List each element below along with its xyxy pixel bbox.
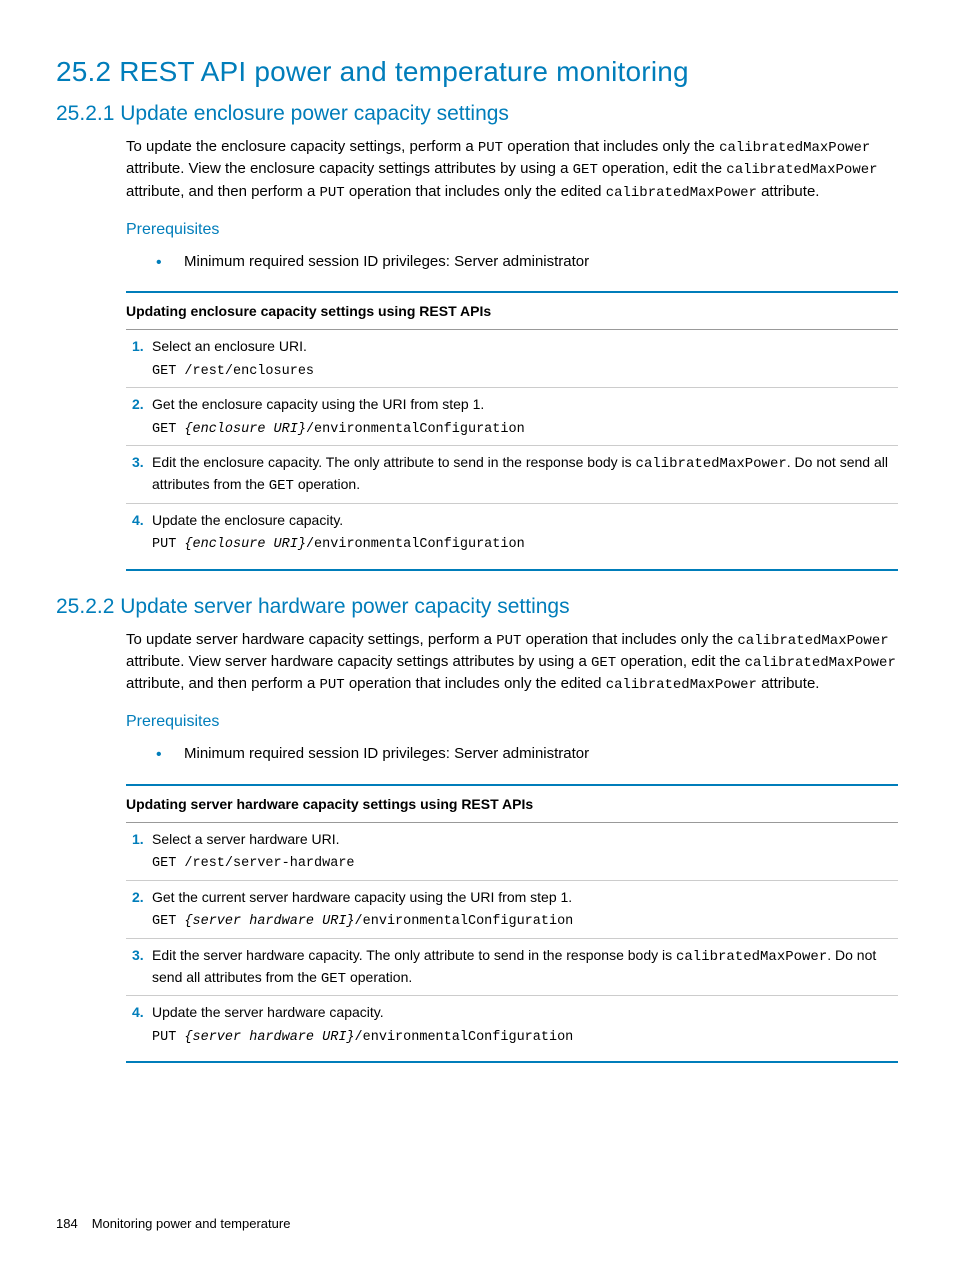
text-run: operation. <box>294 476 360 492</box>
code-inline: calibratedMaxPower <box>719 140 870 156</box>
step-text: Get the current server hardware capacity… <box>152 887 898 907</box>
section-heading: 25.2 REST API power and temperature moni… <box>56 56 898 88</box>
code-inline: calibratedMaxPower <box>726 162 877 178</box>
intro-paragraph: To update the enclosure capacity setting… <box>56 136 898 203</box>
code-line: GET {server hardware URI}/environmentalC… <box>152 912 898 932</box>
text-run: Edit the enclosure capacity. The only at… <box>152 454 636 470</box>
text-run: attribute. View server hardware capacity… <box>126 653 591 670</box>
code-variable: {enclosure URI} <box>184 422 306 437</box>
code-line: GET {enclosure URI}/environmentalConfigu… <box>152 420 898 440</box>
code-inline: PUT <box>319 677 344 693</box>
step-item: Select a server hardware URI. GET /rest/… <box>126 823 898 881</box>
text-run: attribute, and then perform a <box>126 675 319 692</box>
text-run: operation that includes only the edited <box>345 675 606 692</box>
step-text: Edit the server hardware capacity. The o… <box>152 945 898 990</box>
step-item: Select an enclosure URI. GET /rest/enclo… <box>126 330 898 388</box>
text-run: operation that includes only the <box>503 138 719 155</box>
prerequisites-heading: Prerequisites <box>56 713 898 731</box>
code-variable: {server hardware URI} <box>184 1030 354 1045</box>
step-item: Edit the server hardware capacity. The o… <box>126 939 898 997</box>
prerequisites-heading: Prerequisites <box>56 221 898 239</box>
code-variable: {enclosure URI} <box>184 537 306 552</box>
code-line: PUT {enclosure URI}/environmentalConfigu… <box>152 535 898 555</box>
code-inline: GET <box>591 655 616 671</box>
code-inline: calibratedMaxPower <box>606 185 757 201</box>
footer-label: Monitoring power and temperature <box>92 1216 291 1231</box>
procedure-steps: Select an enclosure URI. GET /rest/enclo… <box>126 329 898 554</box>
code-run: /environmentalConfiguration <box>306 537 525 552</box>
text-run: To update server hardware capacity setti… <box>126 631 496 648</box>
step-text: Edit the enclosure capacity. The only at… <box>152 452 898 497</box>
code-inline: GET <box>573 162 598 178</box>
text-run: operation that includes only the <box>521 631 737 648</box>
procedure-box: Updating server hardware capacity settin… <box>126 784 898 1063</box>
code-run: PUT <box>152 1030 184 1045</box>
step-text: Update the server hardware capacity. <box>152 1002 898 1022</box>
code-variable: {server hardware URI} <box>184 914 354 929</box>
text-run: Edit the server hardware capacity. The o… <box>152 947 676 963</box>
step-item: Update the enclosure capacity. PUT {encl… <box>126 504 898 555</box>
step-text: Select an enclosure URI. <box>152 336 898 356</box>
text-run: operation, edit the <box>598 160 726 177</box>
text-run: To update the enclosure capacity setting… <box>126 138 478 155</box>
code-inline: PUT <box>496 633 521 649</box>
code-inline: calibratedMaxPower <box>606 677 757 693</box>
code-inline: PUT <box>478 140 503 156</box>
step-item: Edit the enclosure capacity. The only at… <box>126 446 898 504</box>
text-run: attribute, and then perform a <box>126 183 319 200</box>
text-run: attribute. <box>757 675 820 692</box>
code-run: /environmentalConfiguration <box>306 422 525 437</box>
procedure-title: Updating enclosure capacity settings usi… <box>126 303 898 319</box>
intro-paragraph: To update server hardware capacity setti… <box>56 629 898 696</box>
subsection-25-2-2: 25.2.2 Update server hardware power capa… <box>56 595 898 1064</box>
code-run: /environmentalConfiguration <box>355 914 574 929</box>
text-run: attribute. <box>757 183 820 200</box>
step-text: Get the enclosure capacity using the URI… <box>152 394 898 414</box>
code-line: GET /rest/enclosures <box>152 362 898 382</box>
code-inline: calibratedMaxPower <box>676 949 827 965</box>
code-line: PUT {server hardware URI}/environmentalC… <box>152 1028 898 1048</box>
code-inline: calibratedMaxPower <box>745 655 896 671</box>
step-text: Update the enclosure capacity. <box>152 510 898 530</box>
step-text: Select a server hardware URI. <box>152 829 898 849</box>
page-footer: 184 Monitoring power and temperature <box>56 1216 290 1231</box>
code-run: GET <box>152 914 184 929</box>
procedure-title: Updating server hardware capacity settin… <box>126 796 898 812</box>
code-inline: GET <box>269 478 294 494</box>
code-inline: calibratedMaxPower <box>737 633 888 649</box>
subsection-heading: 25.2.1 Update enclosure power capacity s… <box>56 102 898 126</box>
step-item: Get the current server hardware capacity… <box>126 881 898 939</box>
code-line: GET /rest/server-hardware <box>152 854 898 874</box>
page-number: 184 <box>56 1216 78 1231</box>
step-item: Get the enclosure capacity using the URI… <box>126 388 898 446</box>
text-run: attribute. View the enclosure capacity s… <box>126 160 573 177</box>
step-item: Update the server hardware capacity. PUT… <box>126 996 898 1047</box>
procedure-steps: Select a server hardware URI. GET /rest/… <box>126 822 898 1047</box>
prerequisite-item: Minimum required session ID privileges: … <box>156 743 898 766</box>
subsection-25-2-1: 25.2.1 Update enclosure power capacity s… <box>56 102 898 571</box>
code-run: /environmentalConfiguration <box>355 1030 574 1045</box>
text-run: operation. <box>346 969 412 985</box>
prerequisites-list: Minimum required session ID privileges: … <box>56 743 898 766</box>
code-inline: PUT <box>319 185 344 201</box>
subsection-heading: 25.2.2 Update server hardware power capa… <box>56 595 898 619</box>
procedure-box: Updating enclosure capacity settings usi… <box>126 291 898 570</box>
code-inline: GET <box>321 971 346 987</box>
code-run: GET <box>152 422 184 437</box>
prerequisites-list: Minimum required session ID privileges: … <box>56 251 898 274</box>
text-run: operation, edit the <box>616 653 744 670</box>
code-inline: calibratedMaxPower <box>636 456 787 472</box>
text-run: operation that includes only the edited <box>345 183 606 200</box>
code-run: PUT <box>152 537 184 552</box>
prerequisite-item: Minimum required session ID privileges: … <box>156 251 898 274</box>
